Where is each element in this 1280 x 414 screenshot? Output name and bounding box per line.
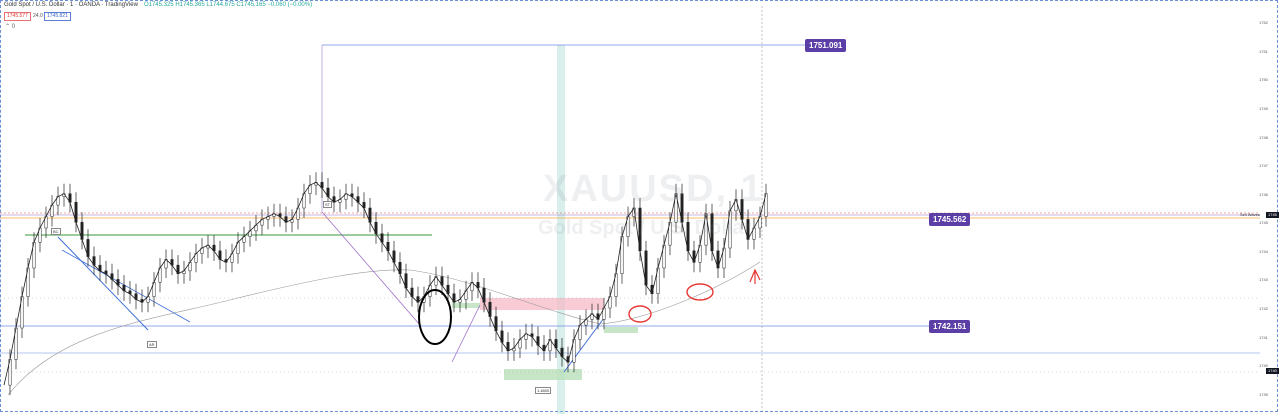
moving-average-slow (7, 261, 761, 396)
price-axis-tick: 1741 (1259, 334, 1268, 340)
label-bc: BC (51, 228, 61, 235)
price-axis-tick: 1743 (1259, 277, 1268, 283)
ohlc-readout: O1745.325 H1745.365 L1744.675 C1745.165 … (143, 2, 313, 8)
label-low-box: 1.4800 (535, 387, 552, 394)
price-axis-tick: 1740 (1259, 363, 1268, 369)
demand-zone-small (604, 327, 638, 333)
marker-circle-red-2 (686, 283, 714, 301)
label-st: ST (323, 201, 333, 208)
price-axis-tick: 1749 (1259, 106, 1268, 111)
buy-price-button[interactable]: 1745.821 (44, 12, 71, 21)
price-axis-tick: 1739 (1259, 391, 1268, 397)
trend-line-blue-2 (61, 249, 191, 323)
price-tag-mid[interactable]: 1745.562 (929, 213, 971, 226)
trend-line-purple-2 (451, 304, 481, 363)
price-axis-tick: 1742 (1259, 306, 1268, 311)
price-tag-high[interactable]: 1751.091 (805, 39, 847, 52)
price-axis-tick: 1750 (1259, 77, 1268, 83)
trend-line-blue-1 (57, 236, 149, 331)
marker-circle-black (418, 289, 452, 345)
time-highlight-band (557, 45, 565, 414)
label-ar: AR (147, 341, 157, 348)
sell-price-button[interactable]: 1745.577 (4, 12, 31, 21)
low-price-tag: 1740 (1266, 368, 1279, 374)
trend-line-blue-3 (563, 317, 605, 373)
watermark-ticker: XAUUSD, 1 (543, 168, 764, 210)
candles-group (8, 172, 768, 396)
price-axis-tick: 1752 (1259, 20, 1268, 26)
spread-value: 24.0 (33, 13, 43, 19)
watermark-name: Gold Spot / U.S. Dollar (538, 217, 752, 239)
chart-header: Gold Spot / U.S. Dollar · 1 · OANDA · Tr… (4, 2, 312, 8)
marker-arrow-red (749, 268, 761, 284)
marker-circle-red-1 (628, 305, 652, 323)
symbol-title[interactable]: Gold Spot / U.S. Dollar · 1 · OANDA · Tr… (4, 2, 138, 8)
indicator-toggle[interactable]: ⌃ 0 (5, 24, 16, 30)
price-axis-tick: 1748 (1259, 134, 1268, 140)
price-axis-tick: 1747 (1259, 163, 1268, 169)
sell-waves-label: Sell Waves (1240, 212, 1260, 217)
price-axis-tick: 1744 (1259, 248, 1268, 254)
trend-line-purple (321, 211, 421, 326)
price-line (3, 181, 767, 386)
demand-zone-low (504, 369, 582, 380)
price-tag-low[interactable]: 1742.151 (929, 320, 971, 333)
last-price-tag: 1745 (1266, 212, 1279, 218)
price-axis-tick: 1745 (1259, 220, 1268, 226)
price-axis-tick: 1746 (1259, 191, 1268, 197)
supply-zone (480, 298, 604, 310)
price-axis-tick: 1751 (1259, 48, 1268, 54)
